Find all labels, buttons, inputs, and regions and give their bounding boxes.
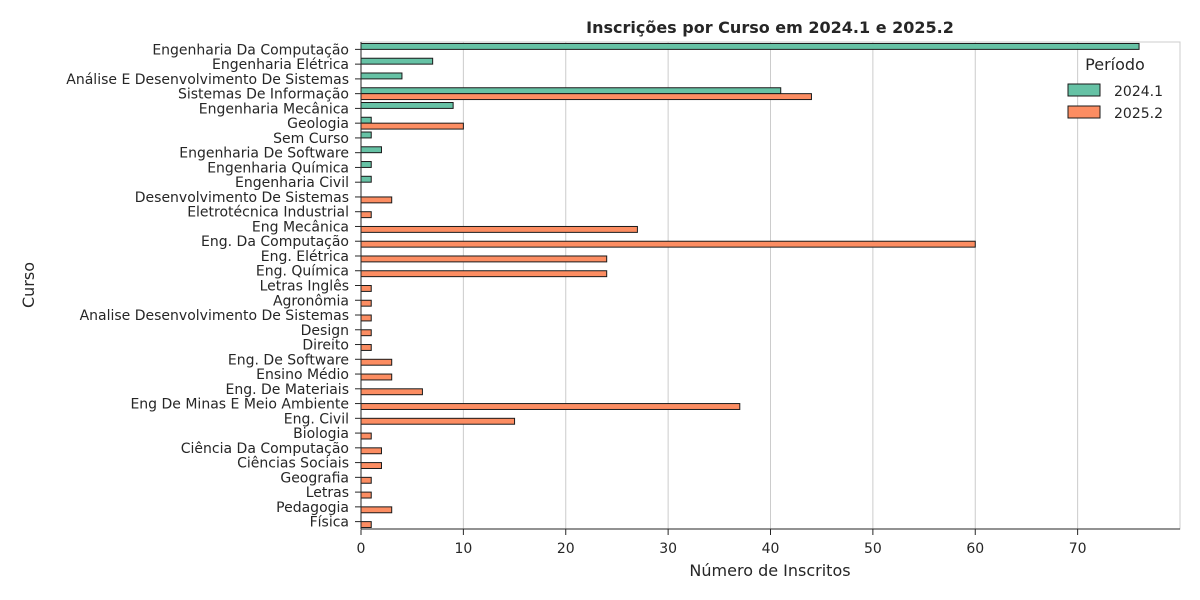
bar-layer: [360, 42, 1140, 529]
y-tick-label: Analise Desenvolvimento De Sistemas: [80, 308, 349, 324]
bar-2024.1: [360, 57, 434, 65]
y-tick-label: Letras: [306, 485, 349, 501]
bar-2025.2: [360, 285, 372, 292]
bar-2024.1: [360, 175, 372, 183]
bar-2025.2: [360, 211, 372, 219]
y-tick-label: Engenharia Química: [207, 160, 349, 176]
y-tick-label: Design: [301, 323, 349, 339]
bar-2025.2: [360, 93, 812, 101]
y-tick-label: Eletrotécnica Industrial: [187, 205, 349, 221]
y-tick-label: Física: [310, 515, 349, 531]
legend-swatch: [1067, 83, 1101, 97]
bar-2025.2: [360, 403, 741, 410]
bar-2025.2: [360, 388, 423, 396]
bar-2025.2: [360, 122, 464, 130]
legend-label: 2025.2: [1114, 106, 1163, 122]
y-tick-label: Engenharia De Software: [179, 146, 349, 162]
bar-2025.2: [360, 299, 372, 307]
chart-title: Inscrições por Curso em 2024.1 e 2025.2: [586, 18, 954, 37]
y-tick-label: Biologia: [293, 426, 349, 442]
y-tick-label: Direito: [302, 338, 349, 354]
bar-2025.2: [360, 506, 393, 514]
legend-label: 2024.1: [1114, 84, 1163, 100]
bar-2025.2: [360, 255, 608, 263]
y-tick-label: Eng. Civil: [284, 411, 349, 427]
bar-2024.1: [360, 102, 454, 109]
y-tick-label: Eng Mecânica: [252, 219, 349, 235]
bar-2024.1: [360, 131, 372, 139]
y-tick-label: Ciência Da Computação: [181, 441, 349, 457]
x-tick-label: 40: [762, 541, 780, 557]
y-tick-label: Geologia: [287, 116, 349, 132]
bar-2025.2: [360, 344, 372, 351]
y-tick-label: Engenharia Civil: [235, 175, 349, 191]
y-tick-label: Sistemas De Informação: [178, 87, 349, 103]
x-tick-label: 10: [454, 541, 472, 557]
y-tick-label: Análise E Desenvolvimento De Sistemas: [66, 72, 349, 88]
bar-2025.2: [360, 417, 516, 425]
y-tick-label: Eng. De Software: [228, 352, 349, 368]
y-tick-label: Eng. Da Computação: [201, 234, 349, 250]
bar-2024.1: [360, 161, 372, 168]
y-tick-label: Ciências Sociais: [237, 456, 349, 472]
y-tick-label: Eng. Elétrica: [261, 249, 349, 265]
bar-2025.2: [360, 521, 372, 529]
y-tick-label: Geografia: [280, 470, 349, 486]
bar-2024.1: [360, 146, 382, 154]
x-tick-label: 70: [1069, 541, 1087, 557]
y-axis-title: Curso: [19, 262, 38, 308]
y-tick-label: Eng. Química: [256, 264, 349, 280]
y-tick-label: Engenharia Da Computação: [152, 42, 349, 58]
bar-2025.2: [360, 432, 372, 440]
y-tick-label: Ensino Médio: [256, 367, 349, 383]
bar-2024.1: [360, 42, 1140, 50]
bar-2025.2: [360, 329, 372, 337]
bar-2024.1: [360, 116, 372, 124]
y-tick-label: Engenharia Elétrica: [212, 57, 349, 73]
y-tick-label: Engenharia Mecânica: [199, 101, 349, 117]
x-tick-label: 20: [557, 541, 575, 557]
legend: Período 2024.1 2025.2: [1067, 55, 1163, 122]
bar-2025.2: [360, 447, 382, 455]
bar-2024.1: [360, 72, 403, 80]
bar-2025.2: [360, 373, 393, 381]
x-tick-label: 50: [864, 541, 882, 557]
bar-2025.2: [360, 225, 638, 233]
bar-2025.2: [360, 491, 372, 499]
y-tick-label: Letras Inglês: [260, 279, 349, 295]
bar-2025.2: [360, 270, 608, 278]
x-axis-title: Número de Inscritos: [689, 561, 850, 580]
bar-2025.2: [360, 196, 393, 204]
y-tick-label: Eng. De Materiais: [225, 382, 349, 398]
bar-2024.1: [360, 87, 782, 95]
bar-2025.2: [360, 358, 393, 366]
legend-swatch: [1067, 105, 1101, 119]
bar-2025.2: [360, 314, 372, 322]
y-tick-label: Desenvolvimento De Sistemas: [135, 190, 349, 206]
bar-2025.2: [360, 462, 382, 469]
x-tick-label: 60: [966, 541, 984, 557]
y-tick-label: Pedagogia: [276, 500, 349, 516]
bar-2025.2: [360, 476, 372, 484]
x-tick-label: 30: [659, 541, 677, 557]
bar-2025.2: [360, 240, 976, 248]
y-tick-label: Agronômia: [273, 293, 349, 309]
y-tick-label: Sem Curso: [273, 131, 349, 147]
x-tick-label: 0: [357, 541, 366, 557]
legend-title: Período: [1085, 55, 1145, 74]
y-tick-label: Eng De Minas E Meio Ambiente: [130, 397, 349, 413]
